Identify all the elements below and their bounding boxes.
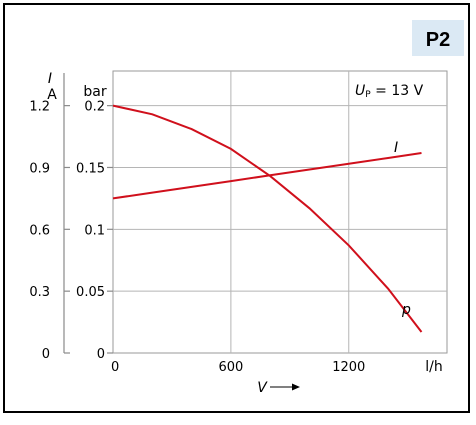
right-tick-label-4: 0.2: [84, 100, 105, 115]
x-tick-label-1: 600: [218, 360, 243, 375]
right-tick-label-0: 0: [97, 347, 105, 362]
left-tick-label-4: 1.2: [29, 100, 50, 115]
x-axis-unit: l/h: [425, 359, 442, 375]
series-label-pressure: p: [401, 302, 411, 318]
voltage-subscript: P: [365, 90, 371, 100]
voltage-symbol: U: [355, 83, 365, 99]
left-axis-ticks: 0 0.3 0.6 0.9 1.2: [29, 100, 70, 362]
series-label-current: I: [394, 140, 398, 156]
left-tick-label-1: 0.3: [29, 285, 50, 300]
voltage-annotation: UP = 13 V: [355, 83, 424, 100]
x-axis-title: V: [257, 380, 300, 396]
badge-label: P2: [426, 29, 450, 51]
x-axis-ticks: 0 600 1200: [111, 360, 365, 375]
x-axis-arrow-head: [292, 383, 300, 391]
right-tick-label-1: 0.05: [76, 285, 105, 300]
right-axis-unit: bar: [83, 84, 106, 100]
series-line-I: [112, 152, 422, 200]
left-axis-unit: A: [47, 87, 57, 103]
series: [112, 104, 423, 333]
series-line-p: [112, 104, 423, 333]
x-tick-label-2: 1200: [332, 360, 365, 375]
plot-area: [112, 70, 448, 354]
outer-frame: [3, 3, 470, 413]
badge-background: [412, 20, 464, 56]
x-axis-label: V: [257, 380, 268, 396]
left-tick-label-0: 0: [42, 347, 50, 362]
grid: [113, 71, 447, 353]
left-tick-label-3: 0.9: [29, 161, 50, 176]
right-tick-label-2: 0.1: [84, 223, 105, 238]
voltage-value: = 13 V: [371, 83, 424, 99]
x-tick-label-0: 0: [111, 360, 119, 375]
right-tick-label-3: 0.15: [76, 161, 105, 176]
left-tick-label-2: 0.6: [29, 223, 50, 238]
right-axis-ticks: 0 0.05 0.1 0.15 0.2: [76, 100, 113, 362]
left-axis-label: I: [48, 71, 52, 87]
